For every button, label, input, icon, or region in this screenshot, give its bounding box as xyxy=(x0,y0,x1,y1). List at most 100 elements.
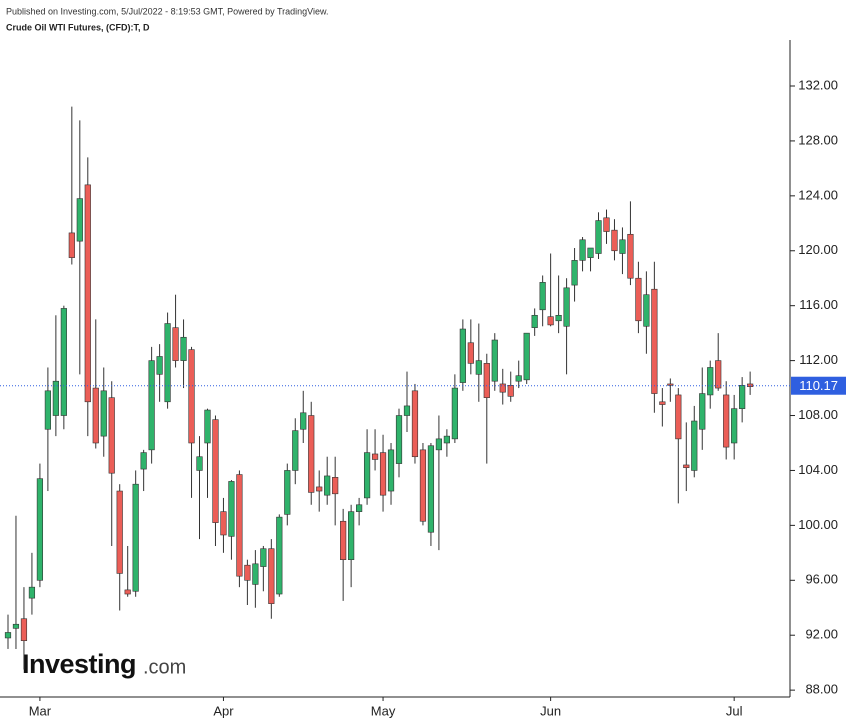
candle-body xyxy=(659,401,666,405)
y-tick-label: 88.00 xyxy=(805,682,838,697)
candle-body xyxy=(371,453,379,460)
candle-body xyxy=(571,260,578,286)
candle-body xyxy=(284,470,291,515)
last-price-box xyxy=(791,376,846,395)
candle-body xyxy=(411,390,419,458)
candle-body xyxy=(667,383,674,386)
candle-body xyxy=(300,412,307,430)
candle-body xyxy=(228,481,235,537)
published-note: Published on Investing.com, 5/Jul/2022 -… xyxy=(6,6,329,16)
y-tick-label: 96.00 xyxy=(805,572,838,587)
candle-body xyxy=(356,504,363,512)
candle-body xyxy=(435,438,443,451)
candle-body xyxy=(100,390,107,437)
candle-body xyxy=(739,385,746,409)
candle-body xyxy=(723,394,730,448)
candle-body xyxy=(395,415,403,464)
chart-title: Crude Oil WTI Futures, (CFD):T, D xyxy=(6,22,150,32)
candle-body xyxy=(52,380,59,416)
candle-body xyxy=(443,435,450,444)
y-tick-label: 100.00 xyxy=(798,517,838,532)
candle-body xyxy=(164,323,171,403)
candle-body xyxy=(172,327,179,361)
candle-body xyxy=(675,394,682,440)
candle-body xyxy=(579,239,586,261)
candle-body xyxy=(276,516,283,595)
y-tick-label: 104.00 xyxy=(798,462,838,477)
candle-body xyxy=(683,464,690,469)
candle-body xyxy=(108,397,115,474)
candle-body xyxy=(403,405,411,416)
candle-body xyxy=(483,363,490,398)
candle-body xyxy=(363,452,371,499)
x-tick-label: Mar xyxy=(29,703,52,718)
x-tick-label: Apr xyxy=(213,703,234,718)
candle-body xyxy=(180,336,187,361)
candle-body xyxy=(555,314,562,322)
candle-body xyxy=(603,217,610,232)
candle-body xyxy=(515,375,522,382)
candle-body xyxy=(28,586,36,599)
candle-body xyxy=(44,390,51,430)
candle-body xyxy=(715,360,722,389)
candle-body xyxy=(459,328,466,383)
candle-body xyxy=(587,247,594,258)
y-tick-label: 132.00 xyxy=(798,77,838,92)
candle-body xyxy=(308,415,315,493)
candle-body xyxy=(316,486,323,492)
candle-body xyxy=(116,490,123,574)
candle-body xyxy=(427,445,435,533)
candle-body xyxy=(627,233,634,279)
y-tick-label: 124.00 xyxy=(798,187,838,202)
candle-body xyxy=(236,474,243,577)
candle-body xyxy=(260,548,267,567)
x-tick-label: Jul xyxy=(726,703,743,718)
candle-body xyxy=(348,511,355,560)
candle-body xyxy=(507,385,514,397)
x-tick-label: Jun xyxy=(540,703,561,718)
candle-body xyxy=(547,316,554,326)
candle-body xyxy=(731,408,738,444)
candle-body xyxy=(188,349,195,444)
candle-body xyxy=(451,387,458,440)
candle-body xyxy=(76,198,83,242)
candle-body xyxy=(148,360,155,451)
candle-body xyxy=(60,308,67,416)
y-tick-label: 116.00 xyxy=(799,297,838,312)
x-tick-label: May xyxy=(371,703,396,718)
candle-body xyxy=(619,239,626,254)
last-price-label: 110.17 xyxy=(799,378,838,393)
candle-body xyxy=(156,356,163,375)
y-tick-label: 112.00 xyxy=(799,352,838,367)
candle-body xyxy=(332,477,339,495)
candle-body xyxy=(292,430,299,471)
y-tick-label: 92.00 xyxy=(805,627,838,642)
candle-body xyxy=(196,456,203,471)
candle-body xyxy=(20,618,28,642)
watermark-suffix: .com xyxy=(143,656,186,678)
candle-body xyxy=(691,420,698,471)
candle-body xyxy=(92,387,99,444)
candle-body xyxy=(611,229,618,252)
candle-body xyxy=(419,449,427,522)
y-tick-label: 128.00 xyxy=(798,132,838,147)
candle-body xyxy=(324,475,331,496)
candle-body xyxy=(36,478,44,581)
candle-body xyxy=(387,449,395,492)
candle-body xyxy=(340,520,347,560)
candle-body xyxy=(531,314,538,328)
candle-body xyxy=(699,393,706,430)
candle-body xyxy=(475,360,482,375)
candle-body xyxy=(84,184,91,403)
candle-body xyxy=(140,452,147,470)
candle-body xyxy=(467,342,474,364)
watermark-brand: Investing xyxy=(22,649,136,679)
candle-body xyxy=(491,339,498,382)
candle-body xyxy=(124,589,131,595)
candle-body xyxy=(212,419,219,523)
candle-body xyxy=(635,277,642,322)
candle-body xyxy=(523,332,530,381)
candle-body xyxy=(643,294,650,327)
